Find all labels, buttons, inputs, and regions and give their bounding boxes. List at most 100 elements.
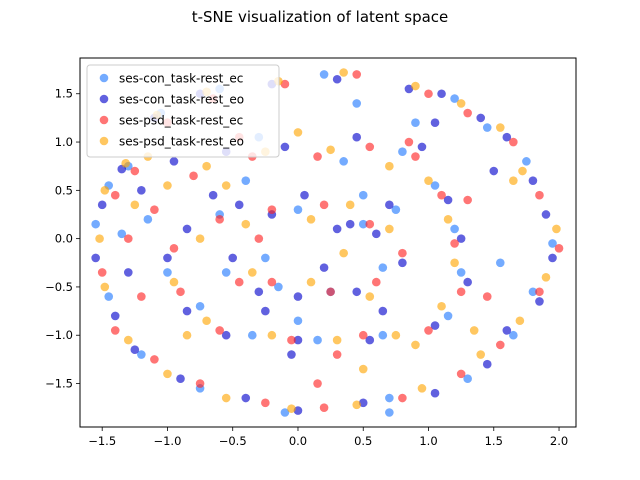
legend-label: ses-con_task-rest_ec	[119, 72, 243, 86]
scatter-point	[117, 229, 127, 239]
scatter-point	[221, 181, 231, 190]
scatter-point	[280, 79, 290, 89]
scatter-point	[358, 398, 368, 408]
scatter-point	[195, 301, 205, 311]
scatter-point	[241, 219, 251, 229]
scatter-point	[437, 89, 446, 99]
scatter-point	[456, 99, 466, 108]
scatter-point	[411, 340, 420, 350]
scatter-point	[313, 335, 322, 345]
scatter-point	[345, 219, 355, 229]
scatter-point	[215, 326, 224, 335]
scatter-point	[100, 186, 110, 195]
y-tick-label: −1.5	[45, 377, 73, 391]
scatter-point	[552, 224, 561, 234]
scatter-point	[121, 158, 130, 168]
scatter-point	[293, 292, 303, 301]
scatter-point	[104, 292, 114, 301]
scatter-point	[424, 176, 433, 185]
scatter-point	[535, 287, 544, 297]
scatter-point	[352, 99, 362, 108]
scatter-point	[169, 277, 179, 287]
scatter-point	[293, 205, 303, 214]
scatter-point	[515, 316, 525, 326]
scatter-points	[91, 68, 564, 417]
scatter-point	[261, 306, 270, 316]
scatter-point	[430, 388, 440, 398]
scatter-point	[163, 369, 172, 379]
scatter-point	[463, 195, 472, 205]
scatter-point	[385, 224, 394, 234]
scatter-point	[443, 195, 453, 205]
scatter-point	[391, 330, 401, 340]
scatter-point	[430, 118, 440, 128]
legend-label: ses-con_task-rest_eo	[119, 93, 244, 107]
scatter-point	[398, 147, 407, 156]
scatter-point	[150, 205, 159, 214]
scatter-point	[509, 137, 518, 147]
scatter-point	[254, 234, 264, 243]
scatter-point	[130, 345, 140, 355]
scatter-point	[137, 350, 146, 359]
scatter-point	[404, 137, 414, 147]
scatter-point	[339, 157, 348, 166]
scatter-point	[424, 89, 433, 99]
scatter-point	[221, 330, 231, 340]
scatter-point	[150, 355, 159, 364]
x-tick-label: 1.5	[485, 434, 503, 448]
scatter-point	[221, 393, 231, 403]
scatter-point	[202, 316, 211, 326]
scatter-point	[208, 190, 218, 200]
scatter-point	[339, 248, 348, 258]
scatter-point	[476, 113, 486, 123]
x-tick-label: −0.5	[219, 434, 247, 448]
scatter-point	[287, 404, 296, 413]
scatter-point	[91, 219, 100, 229]
scatter-point	[221, 268, 231, 277]
scatter-point	[411, 152, 420, 161]
scatter-point	[228, 253, 238, 263]
scatter-point	[97, 268, 107, 277]
scatter-point	[313, 379, 322, 388]
legend-marker	[99, 94, 109, 104]
scatter-point	[378, 306, 388, 316]
scatter-point	[482, 123, 492, 132]
scatter-point	[267, 205, 277, 214]
scatter-point	[287, 335, 296, 345]
y-tick-label: 1.5	[55, 87, 73, 101]
scatter-point	[241, 176, 251, 185]
legend-label: ses-psd_task-rest_ec	[119, 114, 243, 128]
scatter-point	[293, 316, 303, 326]
scatter-point	[202, 161, 211, 171]
scatter-point	[280, 408, 290, 417]
scatter-point	[548, 239, 557, 248]
scatter-point	[100, 282, 110, 292]
scatter-point	[306, 215, 316, 224]
scatter-point	[509, 176, 518, 185]
scatter-point	[169, 243, 179, 253]
scatter-point	[417, 384, 427, 393]
scatter-point	[267, 330, 277, 340]
scatter-point	[137, 292, 146, 301]
x-tick-label: −1.0	[153, 434, 181, 448]
series-4-points	[95, 68, 561, 413]
scatter-point	[247, 330, 257, 340]
scatter-point	[182, 330, 192, 340]
scatter-point	[371, 277, 381, 287]
scatter-point	[541, 272, 551, 282]
scatter-point	[332, 335, 342, 345]
scatter-point	[358, 190, 368, 200]
scatter-point	[391, 205, 401, 214]
scatter-point	[313, 152, 322, 161]
scatter-point	[463, 108, 472, 118]
axes-frame	[79, 57, 577, 428]
scatter-point	[482, 292, 492, 301]
scatter-point	[332, 350, 342, 359]
legend: ses-con_task-rest_ec ses-con_task-rest_eo…	[86, 64, 280, 158]
scatter-point	[261, 253, 270, 263]
legend-box	[86, 64, 280, 158]
scatter-point	[319, 403, 329, 412]
scatter-point	[365, 292, 375, 301]
scatter-point	[110, 311, 120, 321]
scatter-point	[300, 190, 309, 200]
